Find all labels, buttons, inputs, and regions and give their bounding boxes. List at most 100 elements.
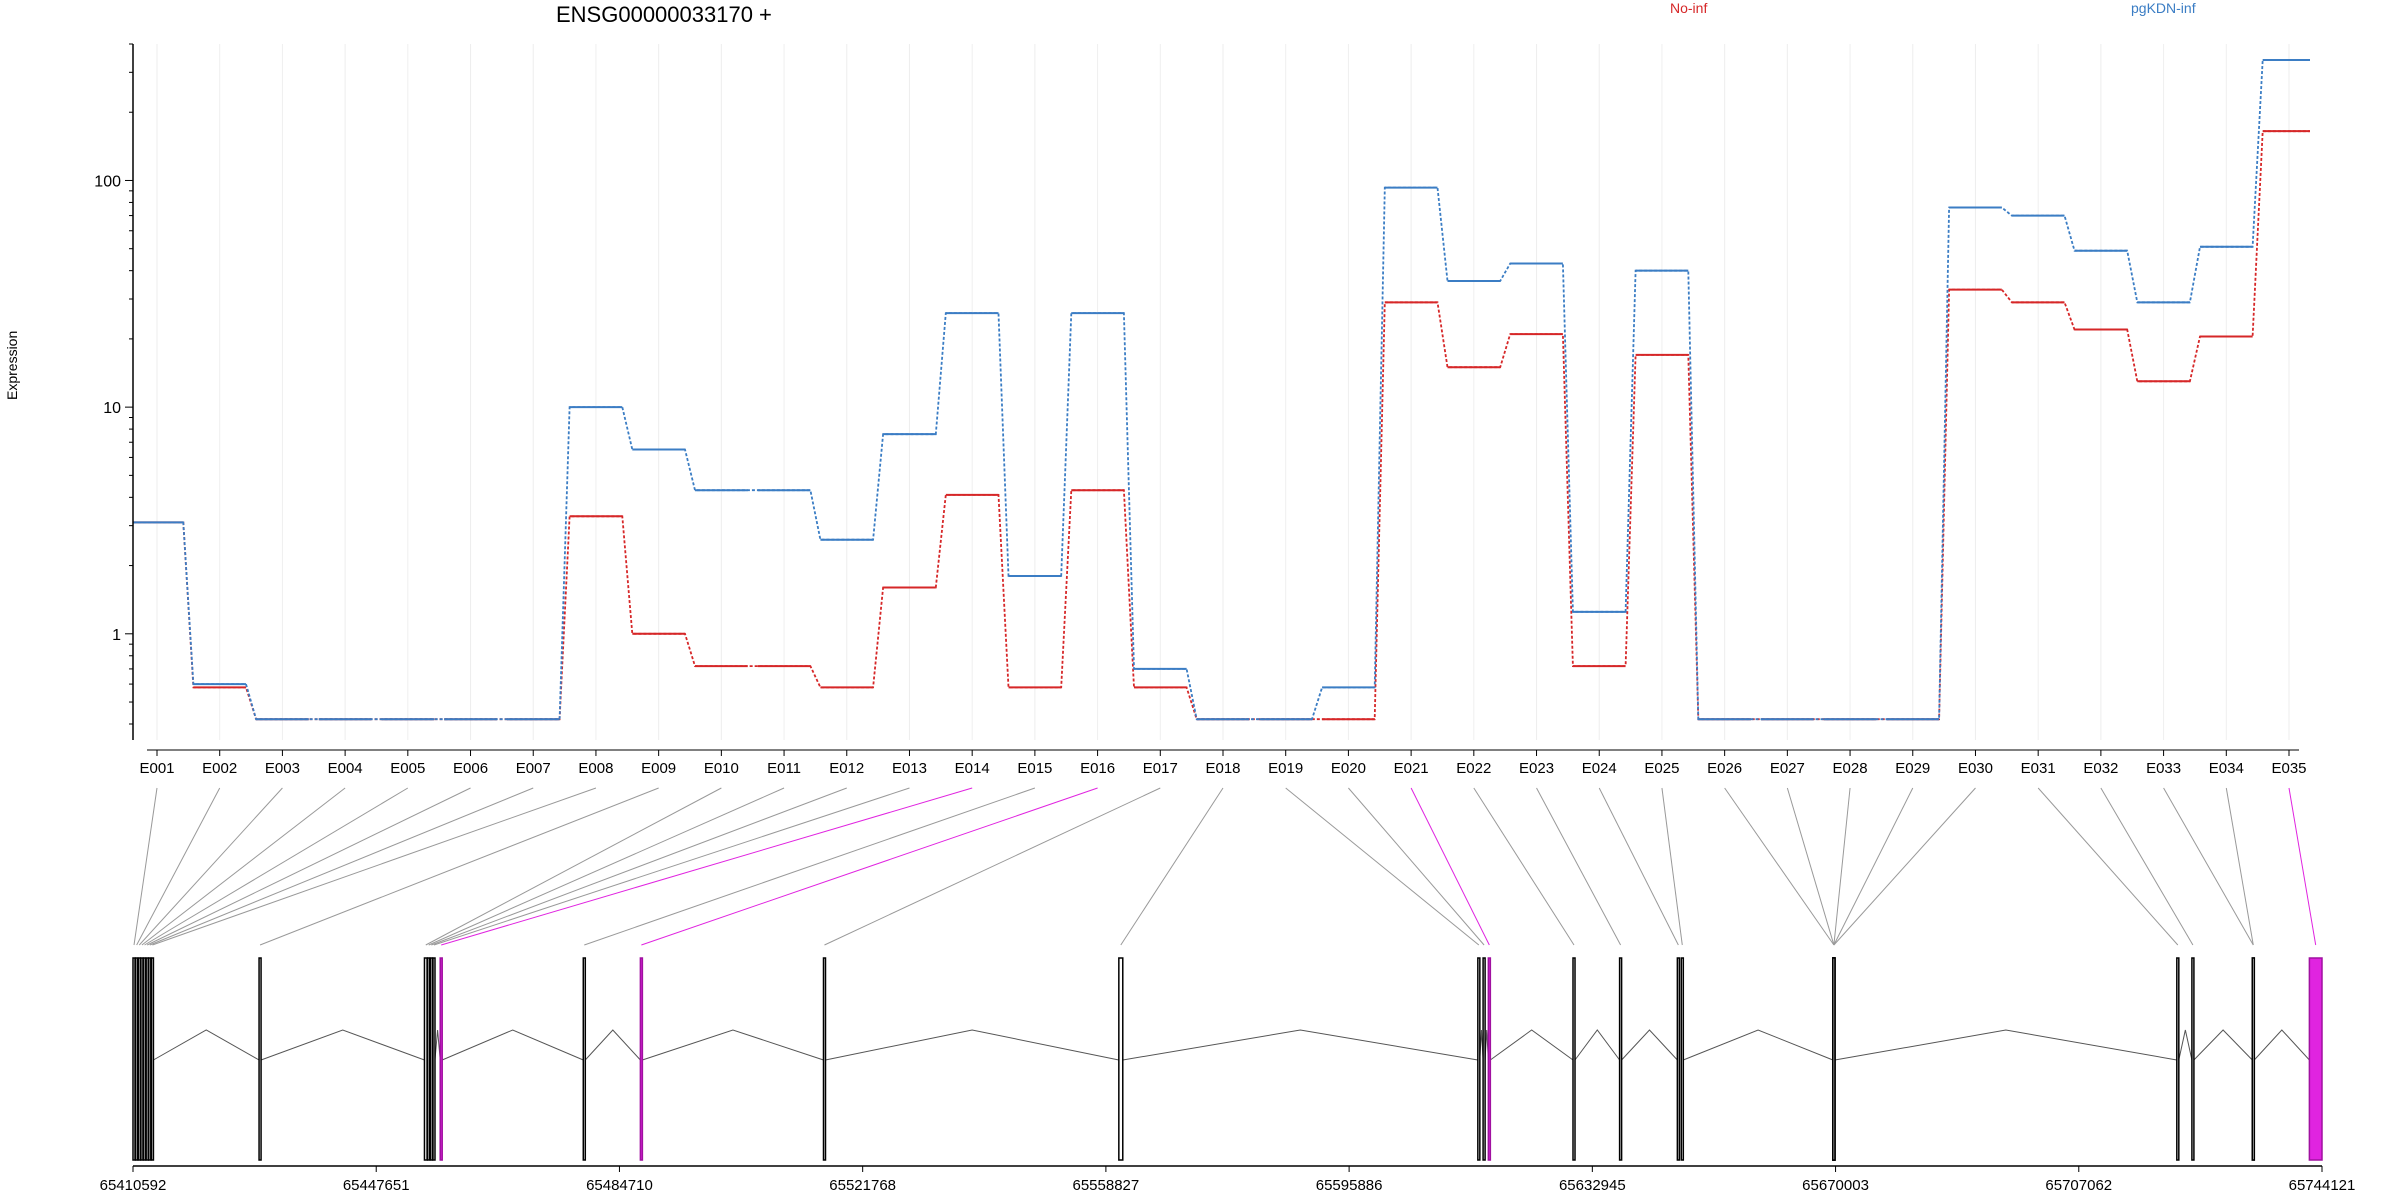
exon-block-e012 — [429, 957, 434, 1161]
exon-block-e009 — [258, 957, 262, 1161]
x-tick-label-e025: E025 — [1644, 760, 1679, 777]
coordinate-tick-label: 65521768 — [829, 1177, 896, 1194]
coordinate-tick-label: 65744121 — [2289, 1177, 2356, 1194]
intron — [1683, 1029, 1834, 1061]
connector-e006 — [146, 787, 471, 946]
exon-block-e010 — [423, 957, 428, 1161]
x-tick-label-e016: E016 — [1080, 760, 1115, 777]
y-tick-label: 1 — [112, 627, 121, 644]
exon-block-e019 — [1477, 957, 1481, 1161]
connector-e013 — [433, 787, 910, 946]
coordinate-tick-label: 65410592 — [100, 1177, 167, 1194]
x-tick-label-e003: E003 — [265, 760, 300, 777]
connector-e033 — [2163, 787, 2254, 946]
x-tick-label-e027: E027 — [1770, 760, 1805, 777]
x-tick-label-e028: E028 — [1833, 760, 1868, 777]
connector-e004 — [141, 787, 346, 946]
connector-e026 — [1724, 787, 1835, 946]
connector-e016 — [641, 787, 1098, 946]
exon-block-e018 — [1118, 957, 1124, 1161]
connector-e034 — [2225, 787, 2254, 946]
exon-block-e003 — [137, 957, 142, 1161]
connector-e032 — [2100, 787, 2194, 946]
coordinate-tick-label: 65707062 — [2045, 1177, 2112, 1194]
x-tick-label-e002: E002 — [202, 760, 237, 777]
exon-block-e001 — [132, 957, 136, 1161]
exon-block-e025 — [1680, 957, 1685, 1161]
exon-block-e008 — [150, 957, 155, 1161]
exon-block-e024 — [1676, 957, 1681, 1161]
intron — [153, 1029, 260, 1061]
connector-e025 — [1661, 787, 1683, 946]
x-tick-label-e001: E001 — [139, 760, 174, 777]
connector-e014 — [441, 787, 973, 946]
intron — [1122, 1029, 1478, 1061]
connector-e027 — [1786, 787, 1835, 946]
x-tick-label-e006: E006 — [453, 760, 488, 777]
connector-e007 — [149, 787, 534, 946]
connector-e029 — [1833, 787, 1914, 946]
exon-block-e030 — [1832, 957, 1836, 1161]
connector-e001 — [133, 787, 158, 946]
x-tick-label-e024: E024 — [1582, 760, 1617, 777]
x-tick-label-e005: E005 — [390, 760, 425, 777]
coordinate-tick-label: 65595886 — [1316, 1177, 1383, 1194]
exon-block-e031 — [2176, 957, 2180, 1161]
intron — [2178, 1029, 2193, 1061]
connector-e018 — [1120, 787, 1224, 946]
connector-e010 — [425, 787, 722, 946]
x-tick-label-e021: E021 — [1394, 760, 1429, 777]
x-tick-label-e004: E004 — [328, 760, 363, 777]
coordinate-tick-label: 65558827 — [1073, 1177, 1140, 1194]
intron — [584, 1029, 641, 1061]
connector-e022 — [1473, 787, 1575, 946]
exon-block-e007 — [148, 957, 152, 1161]
legend-entry-pgkdn-inf: pgKDN-inf — [2131, 0, 2196, 16]
x-tick-label-e026: E026 — [1707, 760, 1742, 777]
connector-e002 — [136, 787, 221, 946]
x-tick-label-e017: E017 — [1143, 760, 1178, 777]
intron — [441, 1029, 584, 1061]
intron — [1490, 1029, 1574, 1061]
intron — [1834, 1029, 2177, 1061]
x-tick-label-e032: E032 — [2083, 760, 2118, 777]
exon-block-e020 — [1482, 957, 1486, 1161]
exon-block-e023 — [1618, 957, 1623, 1161]
y-tick-label: 10 — [103, 400, 121, 417]
exon-block-e035 — [2308, 957, 2323, 1161]
x-tick-label-e015: E015 — [1017, 760, 1052, 777]
grid — [156, 44, 2290, 740]
intron — [434, 1029, 441, 1061]
series-no-inf — [133, 130, 2310, 721]
exon-block-e015 — [582, 957, 587, 1161]
x-tick-label-e011: E011 — [767, 760, 801, 777]
coordinate-tick-label: 65484710 — [586, 1177, 653, 1194]
x-tick-label-e035: E035 — [2271, 760, 2306, 777]
x-tick-label-e033: E033 — [2146, 760, 2181, 777]
gene-model: 65410592 65447651 65484710 65521768 65558827… — [100, 957, 2356, 1194]
x-tick-label-e010: E010 — [704, 760, 739, 777]
exon-block-e022 — [1572, 957, 1576, 1161]
connector-e019 — [1285, 787, 1480, 946]
x-tick-label-e019: E019 — [1268, 760, 1303, 777]
connector-e023 — [1536, 787, 1622, 946]
coordinate-tick-label: 65632945 — [1559, 1177, 1626, 1194]
connector-e017 — [824, 787, 1161, 946]
connector-e028 — [1833, 787, 1851, 946]
x-tick-label-e013: E013 — [892, 760, 927, 777]
series-pgkdn-inf-dashed-path — [133, 59, 2310, 721]
exon-block-e006 — [145, 957, 149, 1161]
connector-e009 — [259, 787, 659, 946]
exon-block-e034 — [2251, 957, 2256, 1161]
axes: 1 10 100 E001 E002 E003 E004 E005 E006 E007 E008 E0… — [94, 43, 2307, 777]
connector-e024 — [1598, 787, 1679, 946]
series-group — [133, 58, 2310, 721]
exon-block-e032 — [2191, 957, 2195, 1161]
intron — [1574, 1029, 1621, 1061]
x-tick-label-e018: E018 — [1205, 760, 1240, 777]
x-tick-label-e029: E029 — [1895, 760, 1930, 777]
x-tick-label-e012: E012 — [829, 760, 864, 777]
intron — [2253, 1029, 2310, 1061]
series-no-inf-dashed-path — [133, 130, 2310, 721]
